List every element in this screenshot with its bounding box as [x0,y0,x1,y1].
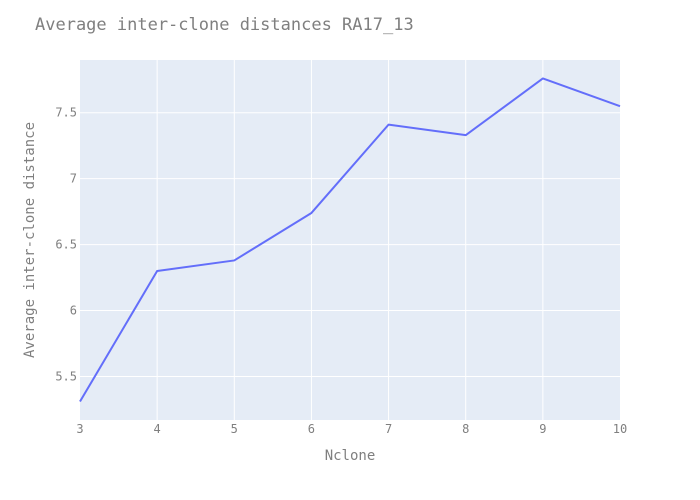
x-tick-label: 10 [613,422,627,436]
y-tick-label: 7.5 [55,106,77,120]
x-tick-label: 9 [539,422,546,436]
series-line [79,77,621,403]
y-axis-ticks: 5.5 6 6.5 7 7.5 [55,106,77,384]
x-tick-label: 7 [385,422,392,436]
x-axis-title: Nclone [325,448,376,464]
y-tick-label: 6 [70,304,77,318]
x-tick-label: 4 [154,422,161,436]
series-group [79,77,621,403]
x-tick-label: 3 [76,422,83,436]
x-tick-label: 5 [231,422,238,436]
x-tick-label: 8 [462,422,469,436]
y-tick-label: 7 [70,172,77,186]
grid-lines [80,60,620,420]
plot-area [80,60,620,420]
chart-title: Average inter-clone distances RA17_13 [35,15,414,35]
y-axis-title: Average inter-clone distance [22,122,38,358]
x-tick-label: 6 [308,422,315,436]
x-axis-ticks: 3 4 5 6 7 8 9 10 [76,422,627,436]
y-tick-label: 6.5 [55,238,77,252]
y-tick-label: 5.5 [55,369,77,383]
